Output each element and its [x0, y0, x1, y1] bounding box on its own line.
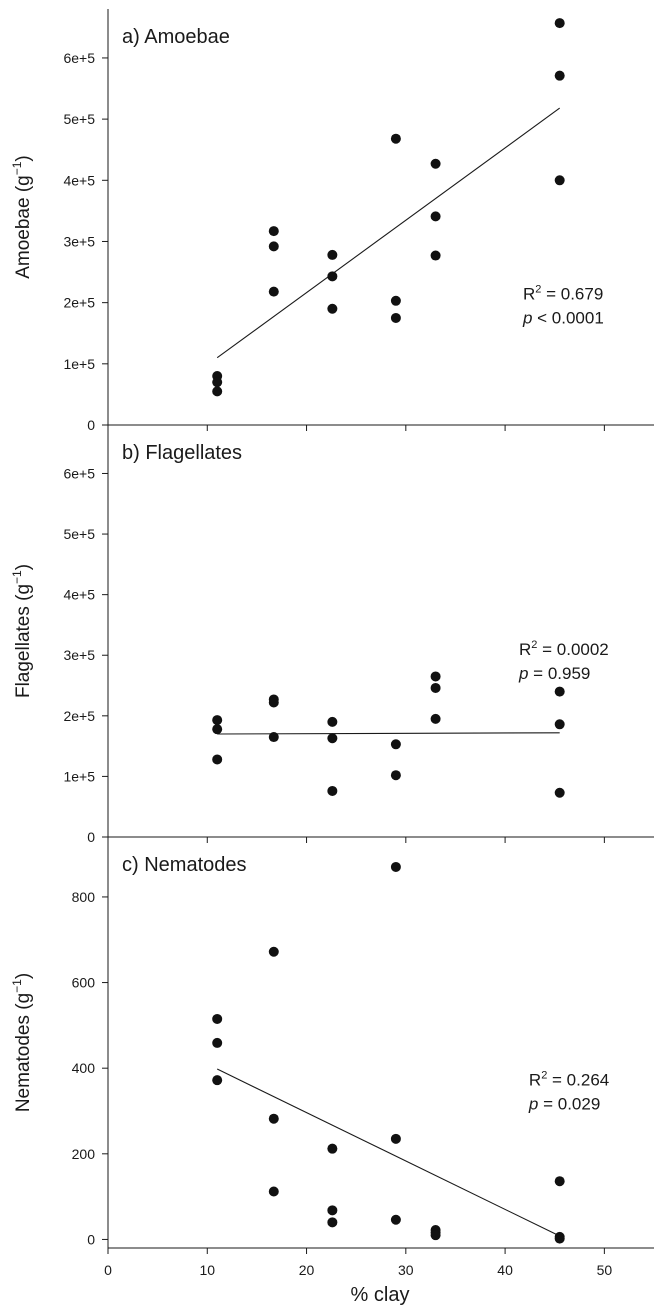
y-axis-label: Flagellates (g−1) — [10, 564, 34, 698]
data-point — [327, 1205, 338, 1216]
data-point — [327, 249, 338, 260]
y-tick-label: 1e+5 — [63, 768, 95, 784]
y-tick-label: 5e+5 — [63, 526, 95, 542]
panels: 0 1e+5 2e+5 3e+5 4e+5 5e+5 6e+5 a) Amoebae Amoeb… — [10, 9, 654, 1278]
data-point — [327, 271, 338, 282]
y-tick-label: 2e+5 — [63, 295, 95, 311]
data-point — [430, 713, 441, 724]
data-point — [554, 1176, 565, 1187]
regression-line — [217, 732, 560, 735]
x-axis-label: % clay — [351, 1284, 410, 1306]
data-point — [430, 1230, 441, 1241]
data-point — [390, 133, 401, 144]
data-point — [268, 732, 279, 743]
panel-3: 0 200 400 600 800 0 10 20 30 40 50 c) Nematodes Nema… — [10, 837, 654, 1278]
data-point — [554, 686, 565, 697]
data-point — [390, 1133, 401, 1144]
y-tick-label: 3e+5 — [63, 647, 95, 663]
panel-2: 0 1e+5 2e+5 3e+5 4e+5 5e+5 6e+5 b) Flagellates F… — [10, 425, 654, 845]
r-squared-label: R2 = 0.0002 — [519, 639, 609, 659]
data-point — [212, 754, 223, 765]
y-tick-label: 200 — [72, 1146, 96, 1162]
regression-line — [216, 107, 561, 359]
data-point — [212, 1037, 223, 1048]
data-point — [212, 1013, 223, 1024]
x-tick-label: 0 — [104, 1262, 112, 1278]
y-tick-label: 0 — [87, 417, 95, 433]
r-squared-label: R2 = 0.264 — [529, 1069, 609, 1089]
panel-title: c) Nematodes — [122, 854, 247, 876]
data-point — [212, 386, 223, 397]
data-point — [390, 861, 401, 872]
data-point — [268, 1113, 279, 1124]
x-tick-label: 10 — [199, 1262, 215, 1278]
x-tick-label: 20 — [299, 1262, 315, 1278]
data-point — [390, 312, 401, 323]
x-tick-label: 30 — [398, 1262, 414, 1278]
p-value-label: p = 0.029 — [528, 1094, 600, 1113]
data-point — [390, 770, 401, 781]
y-tick-label: 400 — [72, 1060, 96, 1076]
data-point — [430, 671, 441, 682]
y-tick-label: 4e+5 — [63, 587, 95, 603]
data-point — [327, 1143, 338, 1154]
data-point — [554, 70, 565, 81]
x-tick-label: 40 — [497, 1262, 513, 1278]
regression-line — [216, 1068, 560, 1237]
y-tick-label: 5e+5 — [63, 111, 95, 127]
data-point — [327, 785, 338, 796]
data-point — [430, 682, 441, 693]
data-point — [327, 733, 338, 744]
y-axis-label: Nematodes (g−1) — [10, 973, 34, 1112]
data-point — [327, 716, 338, 727]
data-point — [212, 1075, 223, 1086]
data-point — [212, 377, 223, 388]
data-point — [430, 158, 441, 169]
data-point — [268, 946, 279, 957]
y-axis-label: Amoebae (g−1) — [10, 155, 34, 279]
data-point — [268, 286, 279, 297]
p-value-label: p = 0.959 — [518, 664, 590, 683]
data-point — [268, 1186, 279, 1197]
y-tick-label: 600 — [72, 975, 96, 991]
data-point — [554, 1233, 565, 1244]
data-point — [390, 1214, 401, 1225]
panel-title: a) Amoebae — [122, 26, 230, 48]
data-point — [212, 724, 223, 735]
y-tick-label: 2e+5 — [63, 708, 95, 724]
y-tick-label: 0 — [87, 1231, 95, 1247]
x-tick-label: 50 — [597, 1262, 613, 1278]
y-tick-label: 6e+5 — [63, 465, 95, 481]
data-point — [430, 250, 441, 261]
panel-1: 0 1e+5 2e+5 3e+5 4e+5 5e+5 6e+5 a) Amoebae Amoeb… — [10, 9, 654, 433]
data-point — [430, 211, 441, 222]
p-value-label: p < 0.0001 — [522, 309, 604, 328]
y-tick-label: 4e+5 — [63, 172, 95, 188]
data-point — [327, 1217, 338, 1228]
data-point — [268, 226, 279, 237]
data-point — [268, 241, 279, 252]
data-point — [554, 787, 565, 798]
data-point — [554, 18, 565, 29]
data-point — [390, 295, 401, 306]
r-squared-label: R2 = 0.679 — [523, 284, 603, 304]
data-point — [554, 719, 565, 730]
data-point — [390, 739, 401, 750]
y-tick-label: 1e+5 — [63, 356, 95, 372]
data-point — [554, 175, 565, 186]
data-point — [268, 697, 279, 708]
data-point — [327, 303, 338, 314]
y-tick-label: 0 — [87, 829, 95, 845]
y-tick-label: 3e+5 — [63, 233, 95, 249]
data-point — [212, 715, 223, 726]
panel-title: b) Flagellates — [122, 442, 242, 464]
y-tick-label: 6e+5 — [63, 50, 95, 66]
y-tick-label: 800 — [72, 889, 96, 905]
